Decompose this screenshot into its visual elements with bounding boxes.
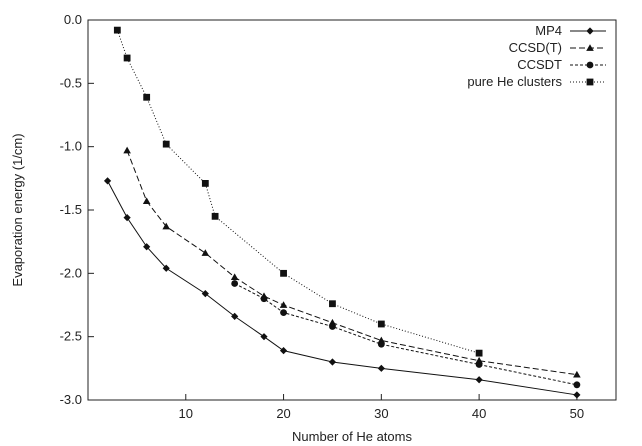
series-pure-he-clusters	[113, 26, 483, 357]
y-tick-label: -0.5	[60, 75, 82, 90]
y-tick-label: -2.5	[60, 329, 82, 344]
data-point-mp4	[103, 177, 112, 185]
legend-label-pure-he-clusters: pure He clusters	[467, 74, 562, 89]
y-tick-label: -1.5	[60, 202, 82, 217]
legend-marker-pure-he-clusters	[586, 78, 594, 86]
x-tick-label: 50	[570, 406, 584, 421]
data-point-mp4	[201, 290, 209, 298]
data-point-pure-he-clusters	[329, 300, 336, 308]
data-point-mp4	[475, 376, 483, 384]
data-point-mp4	[377, 364, 385, 372]
series-ccsdt	[231, 280, 581, 389]
data-point-ccsdt	[573, 381, 581, 389]
x-axis-label: Number of He atoms	[292, 429, 412, 444]
y-axis-label: Evaporation energy (1/cm)	[10, 133, 25, 286]
series-ccsd-t	[123, 146, 581, 378]
x-tick-label: 30	[374, 406, 388, 421]
data-point-mp4	[260, 333, 268, 341]
y-axis-ticks: 0.0 -0.5 -1.0 -1.5 -2.0 -2.5 -3.0	[60, 12, 94, 407]
series-layer	[103, 26, 581, 399]
series-line-mp4	[107, 180, 577, 396]
data-point-mp4	[279, 347, 288, 355]
legend-marker-ccsd-t	[586, 44, 594, 51]
series-mp4	[103, 177, 581, 399]
y-tick-label: -1.0	[60, 139, 82, 154]
y-tick-label: -3.0	[60, 392, 82, 407]
series-line-ccsdt	[234, 283, 577, 386]
data-point-pure-he-clusters	[211, 212, 219, 220]
series-line-pure-he-clusters	[116, 29, 480, 354]
y-tick-label: -2.0	[60, 265, 82, 280]
x-axis-ticks: 10 20 30 40 50	[179, 394, 584, 421]
data-point-mp4	[328, 358, 337, 366]
data-point-ccsd-t	[279, 301, 288, 308]
data-point-mp4	[231, 312, 239, 320]
legend-label-ccsd-t: CCSD(T)	[509, 40, 562, 55]
data-point-mp4	[123, 214, 131, 222]
data-point-pure-he-clusters	[280, 269, 287, 277]
legend-marker-mp4	[586, 27, 594, 35]
x-tick-label: 40	[472, 406, 486, 421]
data-point-ccsd-t	[573, 370, 581, 378]
data-point-mp4	[162, 264, 170, 272]
data-point-mp4	[143, 243, 151, 251]
data-point-ccsd-t	[123, 146, 131, 154]
data-point-mp4	[573, 391, 581, 399]
x-tick-label: 20	[276, 406, 290, 421]
data-point-pure-he-clusters	[162, 140, 170, 148]
data-point-pure-he-clusters	[377, 320, 385, 328]
data-point-ccsd-t	[230, 273, 239, 280]
legend: MP4 CCSD(T) CCSDT pure He clusters	[467, 23, 606, 89]
data-point-pure-he-clusters	[475, 349, 483, 357]
data-point-ccsdt	[475, 361, 483, 368]
legend-label-ccsdt: CCSDT	[517, 57, 562, 72]
data-point-pure-he-clusters	[143, 93, 151, 101]
legend-marker-ccsdt	[586, 61, 594, 69]
data-point-ccsdt	[329, 323, 336, 330]
series-line-ccsd-t	[126, 150, 577, 376]
y-tick-label: 0.0	[64, 12, 82, 27]
data-point-pure-he-clusters	[113, 26, 121, 34]
data-point-pure-he-clusters	[201, 180, 209, 187]
data-point-ccsdt	[280, 309, 287, 316]
data-point-ccsdt	[231, 280, 239, 287]
data-point-ccsd-t	[142, 197, 151, 204]
data-point-ccsd-t	[201, 249, 210, 256]
data-point-ccsdt	[377, 340, 385, 348]
data-point-ccsdt	[260, 295, 268, 303]
data-point-pure-he-clusters	[123, 54, 131, 62]
x-tick-label: 10	[179, 406, 193, 421]
legend-label-mp4: MP4	[535, 23, 562, 38]
data-point-ccsd-t	[162, 222, 171, 230]
